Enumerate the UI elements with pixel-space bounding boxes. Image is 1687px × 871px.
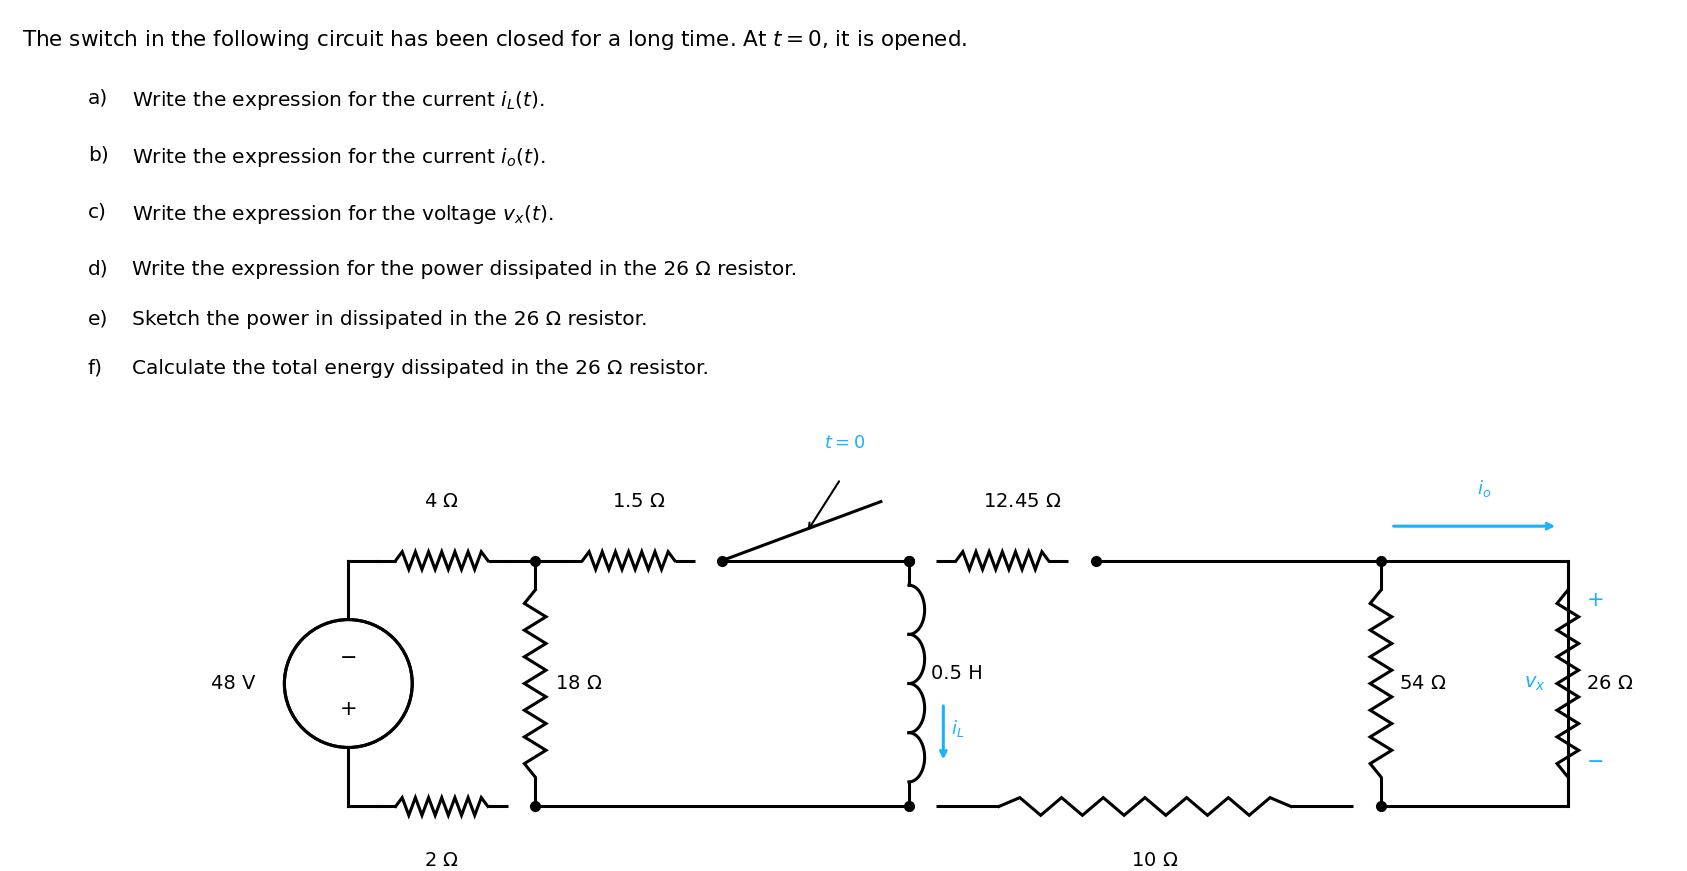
Text: +: + — [1586, 590, 1604, 610]
Text: 2 $\Omega$: 2 $\Omega$ — [425, 851, 459, 870]
Text: The switch in the following circuit has been closed for a long time. At $t = 0$,: The switch in the following circuit has … — [22, 28, 967, 51]
Text: 18 $\Omega$: 18 $\Omega$ — [555, 674, 602, 693]
Text: $i_L$: $i_L$ — [951, 718, 965, 739]
Text: $v_x$: $v_x$ — [1525, 674, 1547, 693]
Text: Write the expression for the current $i_o(t)$.: Write the expression for the current $i_… — [132, 145, 545, 169]
Text: $i_o$: $i_o$ — [1478, 477, 1491, 498]
Text: a): a) — [88, 89, 108, 107]
Text: $t = 0$: $t = 0$ — [825, 435, 865, 452]
Text: e): e) — [88, 310, 108, 328]
Text: Write the expression for the current $i_L(t)$.: Write the expression for the current $i_… — [132, 89, 545, 111]
Text: f): f) — [88, 359, 103, 378]
Text: c): c) — [88, 203, 106, 221]
Text: d): d) — [88, 260, 108, 279]
Text: Write the expression for the power dissipated in the 26 Ω resistor.: Write the expression for the power dissi… — [132, 260, 796, 279]
Text: +: + — [339, 699, 358, 719]
Text: 10 $\Omega$: 10 $\Omega$ — [1132, 851, 1178, 870]
Text: Sketch the power in dissipated in the 26 Ω resistor.: Sketch the power in dissipated in the 26… — [132, 310, 648, 328]
Text: −: − — [1587, 753, 1604, 773]
Text: 12.45 $\Omega$: 12.45 $\Omega$ — [984, 492, 1061, 511]
Text: 48 V: 48 V — [211, 674, 255, 693]
Text: 1.5 $\Omega$: 1.5 $\Omega$ — [612, 492, 665, 511]
Text: 54 $\Omega$: 54 $\Omega$ — [1399, 674, 1446, 693]
Text: Calculate the total energy dissipated in the 26 Ω resistor.: Calculate the total energy dissipated in… — [132, 359, 709, 378]
Text: Write the expression for the voltage $v_x(t)$.: Write the expression for the voltage $v_… — [132, 203, 553, 226]
Text: −: − — [339, 648, 358, 668]
Text: 26 $\Omega$: 26 $\Omega$ — [1586, 674, 1633, 693]
Text: 4 $\Omega$: 4 $\Omega$ — [425, 492, 459, 511]
Text: b): b) — [88, 145, 108, 165]
Circle shape — [285, 619, 412, 747]
Text: 0.5 H: 0.5 H — [931, 665, 982, 683]
